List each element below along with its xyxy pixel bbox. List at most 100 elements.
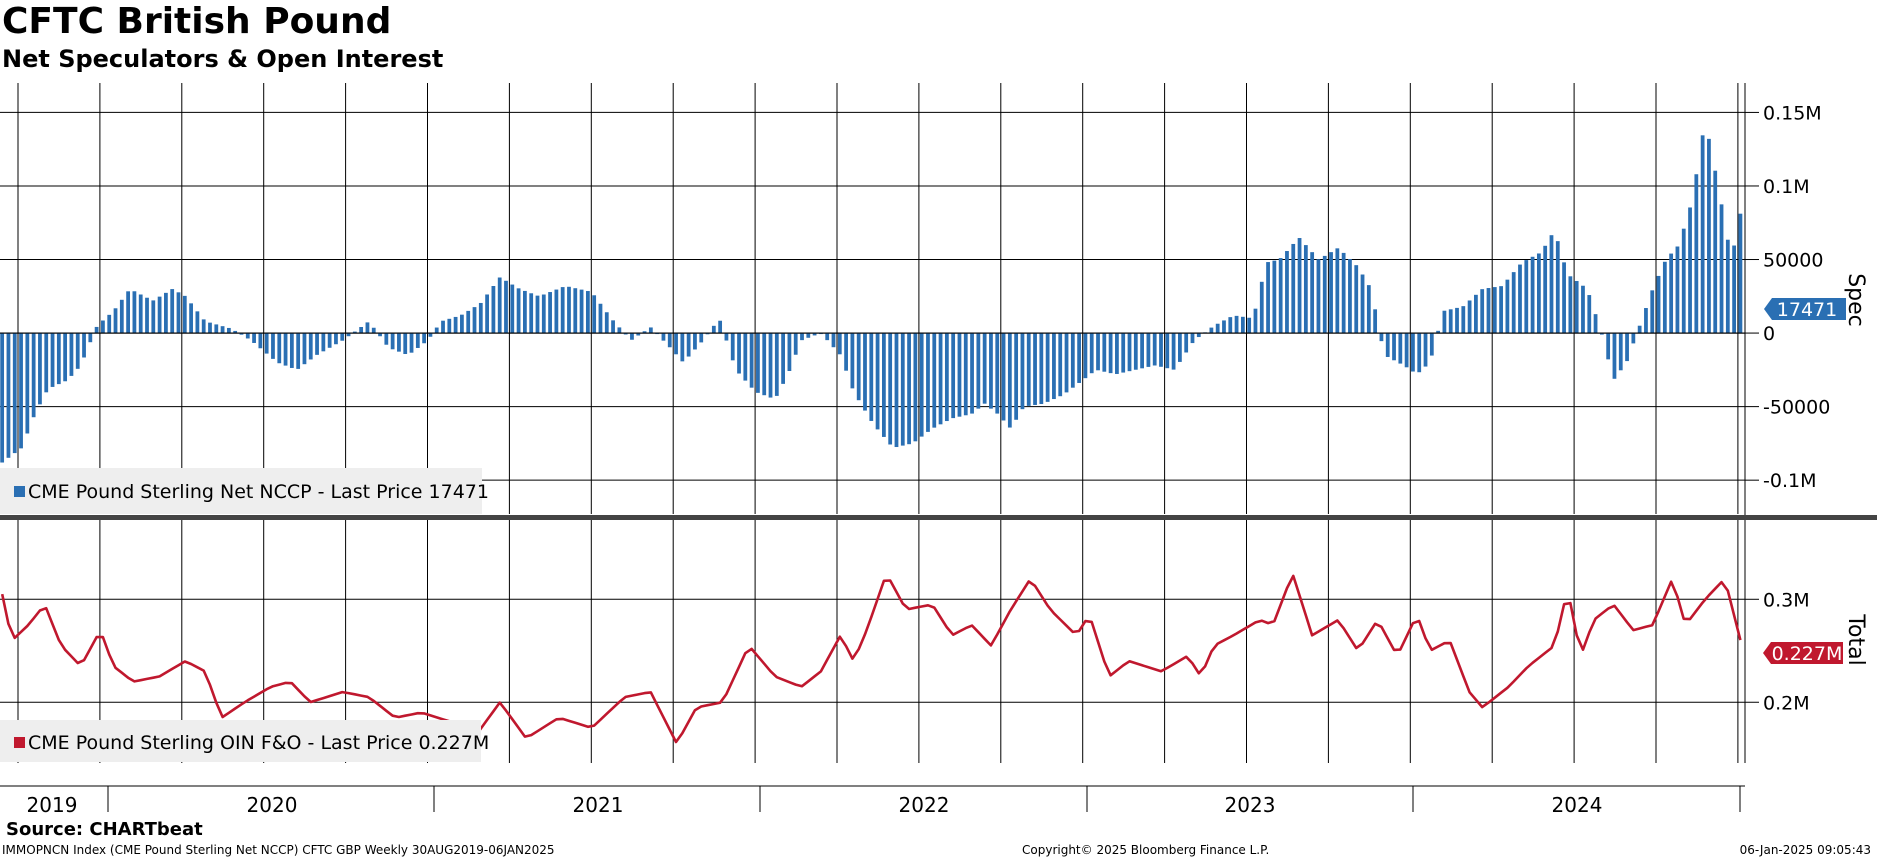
spec-bar <box>138 294 143 334</box>
spec-bar <box>390 333 395 350</box>
spec-bar <box>82 333 86 358</box>
spec-bar <box>1725 239 1730 334</box>
spec-ytick-label: 50000 <box>1763 250 1823 272</box>
spec-bar <box>825 333 830 341</box>
spec-bar <box>6 333 11 458</box>
spec-bar <box>1297 238 1302 334</box>
spec-bar <box>1341 252 1346 334</box>
x-year-label: 2021 <box>573 793 624 817</box>
spec-bar <box>214 324 219 334</box>
spec-bar <box>970 333 974 414</box>
spec-bar <box>774 333 779 396</box>
spec-bar <box>1681 228 1686 334</box>
spec-bar <box>844 333 848 371</box>
total-last-value-tag <box>1763 642 1843 664</box>
spec-bar <box>1411 333 1415 372</box>
spec-bar <box>245 333 250 339</box>
spec-bar <box>208 322 212 334</box>
spec-bar <box>1026 333 1031 406</box>
spec-bar <box>1581 285 1585 334</box>
spec-bar <box>648 327 653 334</box>
spec-bar <box>831 333 836 348</box>
spec-bar <box>573 288 578 334</box>
total-legend: CME Pound Sterling OIN F&O - Last Price … <box>0 720 489 762</box>
spec-bar <box>428 333 433 337</box>
spec-bar <box>94 326 99 334</box>
spec-bar <box>957 333 962 417</box>
spec-bar <box>1606 333 1611 360</box>
spec-bar <box>1568 276 1573 334</box>
spec-bar <box>340 333 345 341</box>
spec-bar <box>1417 333 1422 373</box>
spec-bar <box>1429 333 1434 356</box>
spec-bar <box>724 333 729 341</box>
spec-bar <box>441 320 445 334</box>
spec-bar <box>1499 286 1503 334</box>
chart-title: CFTC British Pound <box>2 1 392 42</box>
spec-bar <box>252 333 256 343</box>
spec-bar <box>182 295 187 334</box>
spec-bar <box>220 326 225 334</box>
spec-bar <box>693 333 697 350</box>
spec-bar <box>371 327 376 334</box>
spec-bar <box>1360 274 1365 334</box>
spec-bar <box>1096 333 1100 371</box>
spec-bar <box>907 333 911 445</box>
spec-bar <box>894 333 899 448</box>
spec-bar <box>1108 333 1113 374</box>
spec-bar <box>749 333 754 388</box>
spec-bar <box>19 333 23 449</box>
spec-bar <box>787 333 792 371</box>
spec-bar <box>1140 333 1144 369</box>
spec-bar <box>88 333 93 343</box>
spec-bar <box>1228 317 1233 334</box>
spec-bar <box>1146 333 1151 367</box>
spec-bar <box>107 314 112 334</box>
spec-bar <box>478 302 483 334</box>
spec-bar <box>1335 248 1340 334</box>
spec-bar <box>1222 320 1226 334</box>
spec-last-value-tag <box>1764 298 1846 320</box>
x-year-label: 2024 <box>1552 793 1603 817</box>
spec-bar <box>157 296 162 334</box>
spec-last-value-text: 17471 <box>1777 299 1837 321</box>
spec-bar <box>1354 265 1359 334</box>
spec-bar <box>1052 333 1056 400</box>
spec-bar <box>1593 314 1598 334</box>
spec-bar <box>529 293 534 334</box>
spec-bar <box>1316 259 1321 334</box>
spec-bar <box>1045 333 1050 402</box>
spec-bar <box>113 308 118 334</box>
spec-bar <box>1033 333 1037 405</box>
spec-bar <box>1070 333 1075 388</box>
spec-bar <box>1448 309 1453 334</box>
spec-bar <box>1303 245 1308 334</box>
spec-bar <box>1442 310 1447 334</box>
spec-bar <box>1455 307 1459 334</box>
spec-bar <box>1379 333 1384 342</box>
spec-bar <box>384 333 389 345</box>
spec-bar <box>1555 241 1560 334</box>
spec-bar <box>365 322 370 334</box>
spec-bar <box>869 333 874 421</box>
spec-bar <box>944 333 949 422</box>
spec-bar <box>1656 275 1661 334</box>
spec-bar <box>730 333 735 361</box>
spec-bar <box>302 333 307 365</box>
spec-ytick-label: -0.1M <box>1763 470 1816 492</box>
spec-bar <box>56 333 61 385</box>
spec-bar <box>69 333 74 376</box>
total-axis-title: Total <box>1843 613 1868 665</box>
spec-bar <box>466 310 471 334</box>
spec-bar <box>611 320 615 334</box>
spec-legend-label: CME Pound Sterling Net NCCP - Last Price… <box>28 481 489 503</box>
spec-bar <box>1240 316 1245 334</box>
spec-bar <box>1373 309 1378 334</box>
spec-bar <box>1259 281 1264 334</box>
spec-bar <box>510 284 515 334</box>
spec-bar <box>856 333 861 401</box>
spec-legend-swatch <box>14 486 25 497</box>
spec-bar <box>1549 235 1554 334</box>
spec-bar <box>888 333 893 445</box>
spec-bar <box>145 297 149 334</box>
